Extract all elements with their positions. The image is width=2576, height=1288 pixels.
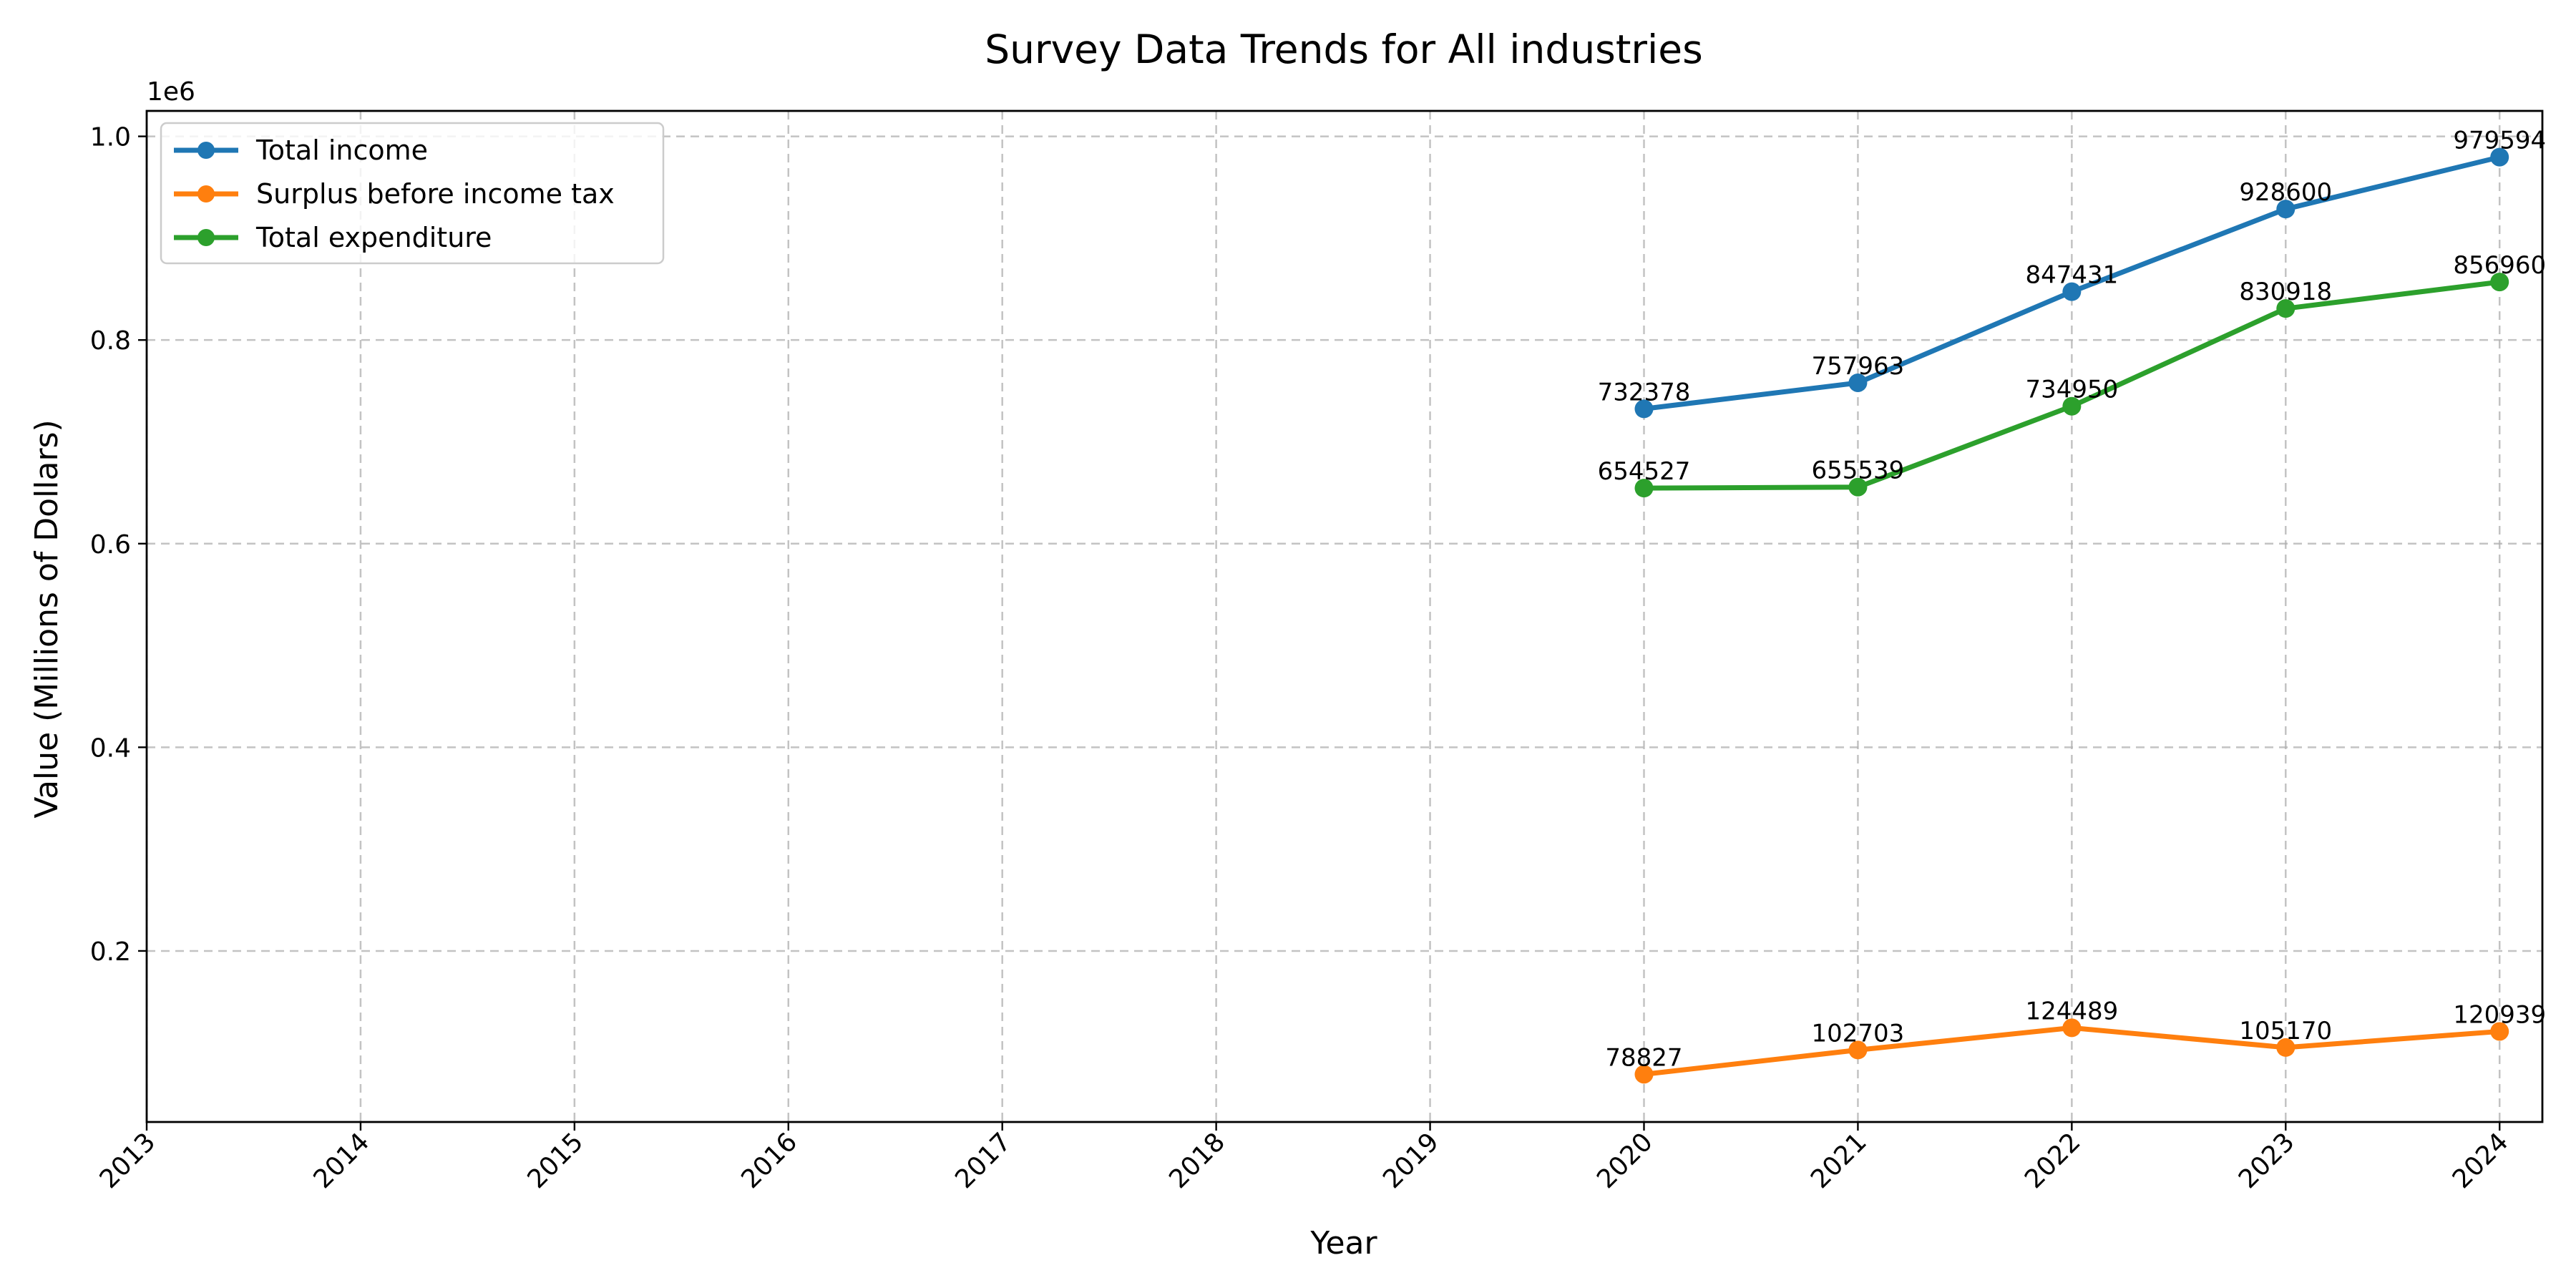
data-point xyxy=(2490,273,2509,292)
x-tick-label: 2017 xyxy=(950,1127,1017,1194)
y-tick-label: 1.0 xyxy=(90,123,131,152)
data-label: 124489 xyxy=(2025,997,2118,1025)
data-point xyxy=(1848,373,1868,392)
series-2: 654527 655539 734950 830918 856960 xyxy=(1598,251,2546,498)
y-tick-label: 0.2 xyxy=(90,937,131,967)
x-tick-label: 2024 xyxy=(2447,1127,2514,1194)
data-label: 979594 xyxy=(2453,127,2546,155)
x-tick-label: 2014 xyxy=(308,1127,376,1194)
data-label: 847431 xyxy=(2025,261,2118,290)
data-label: 102703 xyxy=(1812,1019,1905,1048)
data-point xyxy=(2276,1038,2296,1057)
legend-label: Surplus before income tax xyxy=(256,178,615,210)
axes: 2013 2014 2015 2016 2017 2018 2019 2020 2021 2022… xyxy=(90,109,2544,1194)
legend-label: Total expenditure xyxy=(255,222,492,253)
data-point xyxy=(2490,147,2509,167)
x-tick-label: 2013 xyxy=(94,1127,162,1194)
y-tick-label: 0.4 xyxy=(90,733,131,763)
data-label: 105170 xyxy=(2239,1017,2332,1045)
data-label: 856960 xyxy=(2453,251,2546,280)
x-tick-label: 2021 xyxy=(1805,1127,1873,1194)
data-point xyxy=(1634,1065,1654,1084)
x-tick-label: 2022 xyxy=(2019,1127,2087,1194)
data-point xyxy=(1848,1040,1868,1060)
x-tick-label: 2018 xyxy=(1163,1127,1231,1194)
series-layer: 732378 757963 847431 928600 979594 78827 10270… xyxy=(1598,127,2546,1084)
data-point xyxy=(2490,1022,2509,1041)
x-tick-label: 2015 xyxy=(522,1127,589,1194)
data-point xyxy=(2062,396,2082,416)
data-point xyxy=(1848,477,1868,497)
grid xyxy=(145,111,2542,1122)
data-point xyxy=(1634,479,1654,498)
series-1: 78827 102703 124489 105170 120939 xyxy=(1605,997,2546,1084)
data-point xyxy=(2276,299,2296,318)
plot-area-frame xyxy=(145,109,2544,1123)
data-label: 78827 xyxy=(1605,1043,1682,1072)
data-label: 655539 xyxy=(1812,457,1905,485)
y-tick-label: 0.6 xyxy=(90,530,131,560)
x-tick-label: 2020 xyxy=(1591,1127,1659,1194)
x-tick-label: 2016 xyxy=(736,1127,803,1194)
data-label: 734950 xyxy=(2025,376,2118,404)
data-label: 654527 xyxy=(1598,457,1691,486)
data-label: 757963 xyxy=(1812,352,1905,381)
x-tick-label: 2019 xyxy=(1377,1127,1445,1194)
chart-title: Survey Data Trends for All industries xyxy=(985,26,1703,72)
legend-swatch-marker xyxy=(197,185,215,203)
legend-swatch-marker xyxy=(197,142,215,159)
y-axis-title: Value (Millions of Dollars) xyxy=(29,419,65,818)
legend-box xyxy=(160,122,665,265)
y-axis-offset-label: 1e6 xyxy=(147,77,195,107)
data-label: 732378 xyxy=(1598,378,1691,406)
data-point xyxy=(2062,1018,2082,1038)
data-point xyxy=(2276,200,2296,219)
series-0: 732378 757963 847431 928600 979594 xyxy=(1598,127,2546,419)
data-label: 830918 xyxy=(2239,278,2332,306)
data-label: 928600 xyxy=(2239,178,2332,207)
legend: Total income Surplus before income tax Tot… xyxy=(160,122,665,265)
data-label: 120939 xyxy=(2453,1000,2546,1029)
x-tick-label: 2023 xyxy=(2233,1127,2301,1194)
data-point xyxy=(2062,282,2082,301)
legend-label: Total income xyxy=(255,135,428,166)
legend-swatch-marker xyxy=(197,229,215,246)
x-axis-title: Year xyxy=(1309,1225,1377,1262)
data-point xyxy=(1634,399,1654,419)
y-tick-label: 0.8 xyxy=(90,326,131,356)
